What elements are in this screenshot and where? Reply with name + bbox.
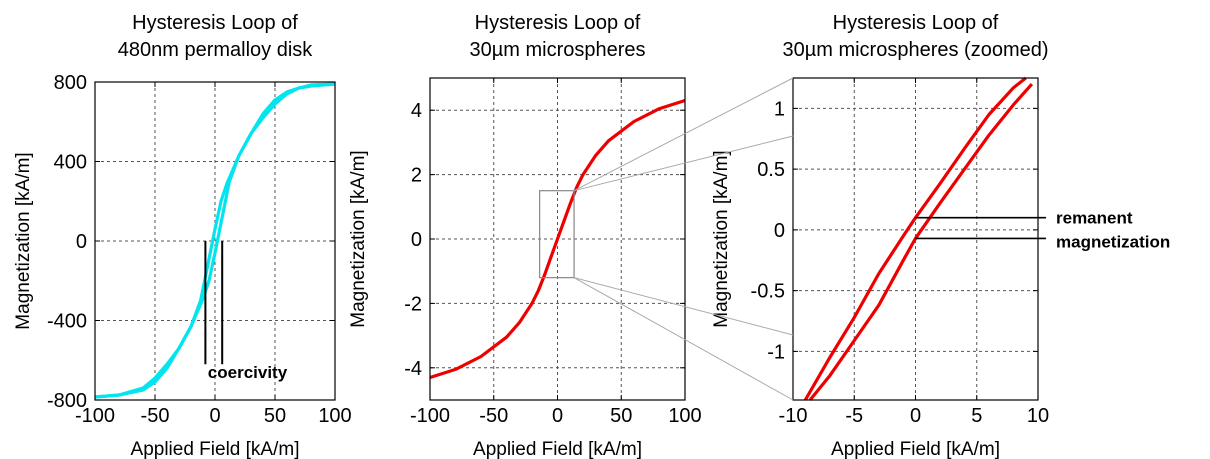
chart-title-line-1: Hysteresis Loop of bbox=[475, 12, 641, 34]
x-tick-label: 5 bbox=[971, 405, 982, 427]
x-tick-label: -50 bbox=[141, 405, 170, 427]
remanence-annotation-line-1: remanent bbox=[1056, 209, 1133, 228]
y-tick-label: 0 bbox=[411, 229, 422, 251]
y-tick-label: -1 bbox=[767, 341, 785, 363]
y-tick-label: 0 bbox=[774, 220, 785, 242]
y-tick-label: 1 bbox=[774, 98, 785, 120]
zoom-region-box bbox=[539, 190, 575, 279]
chart-title-line-1: Hysteresis Loop of bbox=[132, 12, 298, 34]
x-tick-label: 50 bbox=[610, 405, 632, 427]
y-tick-label: 400 bbox=[54, 152, 87, 174]
series-line-ascending bbox=[94, 82, 336, 399]
y-tick-label: 0 bbox=[76, 231, 87, 253]
remanence-annotation-line-2: magnetization bbox=[1056, 232, 1170, 251]
zoom-connector-line bbox=[573, 277, 794, 336]
chart-permalloy-disk: -100 -50 0 50 100 -800 -400 0 400 800 Hysteresis L… bbox=[13, 12, 352, 459]
x-tick-label: 0 bbox=[910, 405, 921, 427]
y-tick-label: 4 bbox=[411, 100, 422, 122]
zoom-connector-lines bbox=[573, 77, 794, 401]
x-tick-label: -100 bbox=[410, 405, 450, 427]
zoom-connector-line bbox=[573, 135, 794, 192]
x-tick-label: 0 bbox=[209, 405, 220, 427]
x-tick-label: -100 bbox=[75, 405, 115, 427]
zoom-connector-line bbox=[573, 277, 794, 401]
series-line bbox=[429, 98, 686, 380]
x-tick-label: 100 bbox=[318, 405, 351, 427]
y-tick-label: -2 bbox=[404, 293, 422, 315]
x-tick-label: -10 bbox=[779, 405, 808, 427]
y-tick-label: 2 bbox=[411, 165, 422, 187]
y-axis-label: Magnetization [kA/m] bbox=[348, 150, 369, 327]
y-axis-label: Magnetization [kA/m] bbox=[13, 152, 34, 329]
coercivity-annotation: coercivity bbox=[208, 363, 288, 382]
x-tick-label: -5 bbox=[845, 405, 863, 427]
zoom-connector-line bbox=[573, 77, 794, 192]
x-axis-label: Applied Field [kA/m] bbox=[131, 439, 300, 459]
x-tick-label: -50 bbox=[479, 405, 508, 427]
x-tick-label: 50 bbox=[264, 405, 286, 427]
x-tick-label: 0 bbox=[552, 405, 563, 427]
x-tick-label: 100 bbox=[668, 405, 701, 427]
chart-title-line-2: 30µm microspheres (zoomed) bbox=[782, 39, 1048, 61]
chart-title-line-2: 480nm permalloy disk bbox=[118, 39, 314, 61]
chart-microspheres-zoomed: -10 -5 0 5 10 -1 -0.5 0 0.5 1 Hysteresis Loop of 30… bbox=[711, 12, 1170, 459]
y-tick-label: 800 bbox=[54, 72, 87, 94]
y-tick-label: -800 bbox=[47, 390, 87, 412]
y-tick-label: -0.5 bbox=[751, 281, 785, 303]
x-tick-label: 10 bbox=[1027, 405, 1049, 427]
x-axis-label: Applied Field [kA/m] bbox=[473, 439, 642, 459]
series-line-lower bbox=[808, 83, 1034, 402]
y-tick-label: 0.5 bbox=[757, 159, 785, 181]
y-tick-label: -4 bbox=[404, 358, 422, 380]
series-line-descending bbox=[94, 82, 336, 399]
chart-title-line-1: Hysteresis Loop of bbox=[833, 12, 999, 34]
chart-microspheres: -100 -50 0 50 100 -4 -2 0 2 4 Hysteresis Loop of 30… bbox=[348, 12, 702, 459]
y-axis-label: Magnetization [kA/m] bbox=[711, 150, 732, 327]
y-tick-label: -400 bbox=[47, 311, 87, 333]
x-axis-label: Applied Field [kA/m] bbox=[831, 439, 1000, 459]
chart-title-line-2: 30µm microspheres bbox=[469, 39, 645, 61]
